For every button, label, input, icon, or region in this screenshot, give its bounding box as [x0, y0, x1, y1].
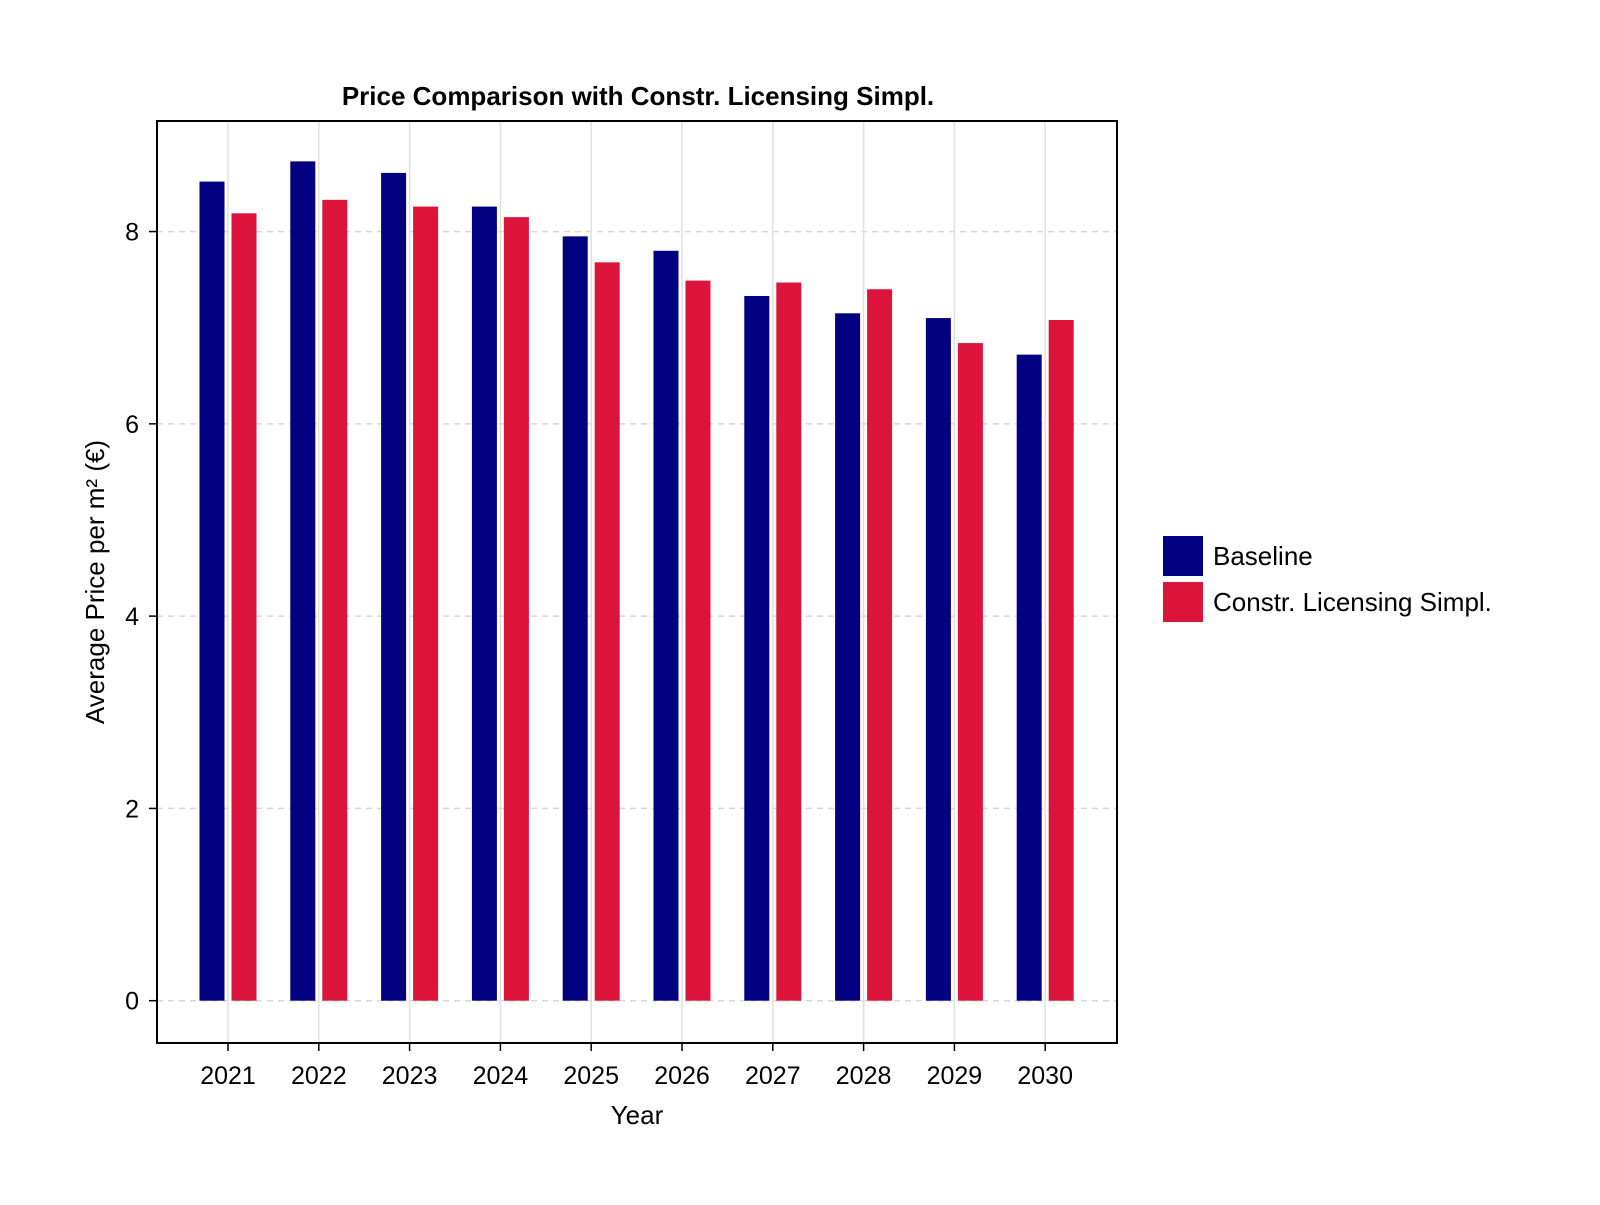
y-tick-label: 8: [125, 219, 139, 247]
x-tick-label: 2027: [745, 1062, 801, 1090]
bar-baseline-2030: [1016, 354, 1042, 1001]
bar-constr-licensing-simpl-2024: [503, 217, 529, 1001]
legend-label: Constr. Licensing Simpl.: [1213, 587, 1492, 617]
bar-constr-licensing-simpl-2027: [776, 282, 802, 1001]
bar-constr-licensing-simpl-2021: [231, 213, 257, 1001]
x-tick-label: 2021: [200, 1062, 256, 1090]
legend-swatch: [1163, 582, 1203, 622]
x-tick-label: 2024: [473, 1062, 529, 1090]
bars: [199, 161, 1074, 1001]
y-tick-label: 6: [125, 411, 139, 439]
x-tick-label: 2025: [563, 1062, 619, 1090]
y-tick-label: 2: [125, 795, 139, 823]
bar-baseline-2021: [199, 181, 225, 1001]
bar-constr-licensing-simpl-2029: [957, 343, 983, 1001]
bar-baseline-2022: [290, 161, 316, 1001]
x-tick-label: 2022: [291, 1062, 347, 1090]
grid: [157, 121, 1117, 1043]
y-tick-label: 4: [125, 603, 139, 631]
bar-baseline-2026: [653, 250, 679, 1001]
y-tick-label: 0: [125, 988, 139, 1016]
bar-baseline-2024: [471, 206, 497, 1001]
bar-constr-licensing-simpl-2030: [1048, 320, 1074, 1001]
chart-title: Price Comparison with Constr. Licensing …: [342, 81, 934, 111]
bar-baseline-2025: [562, 236, 588, 1001]
x-tick-label: 2028: [836, 1062, 892, 1090]
bar-constr-licensing-simpl-2023: [413, 206, 439, 1001]
bar-baseline-2023: [381, 172, 407, 1001]
bar-constr-licensing-simpl-2026: [685, 280, 711, 1001]
plot-frame: [156, 120, 1118, 1044]
bar-constr-licensing-simpl-2028: [867, 289, 893, 1001]
bar-constr-licensing-simpl-2022: [322, 199, 348, 1001]
x-tick-label: 2030: [1017, 1062, 1073, 1090]
legend-label: Baseline: [1213, 541, 1313, 571]
x-axis-label: Year: [611, 1100, 664, 1130]
x-tick-label: 2029: [927, 1062, 983, 1090]
axis-ticks: 0 2 4 6 8 2021 2022 2023 2024 2025 2026 2027 2028 202…: [125, 219, 1073, 1090]
bar-baseline-2027: [744, 295, 770, 1001]
x-tick-label: 2023: [382, 1062, 438, 1090]
bar-baseline-2028: [835, 313, 861, 1001]
y-axis-label: Average Price per m² (€): [80, 440, 110, 724]
legend: Baseline Constr. Licensing Simpl.: [1163, 536, 1492, 622]
bar-baseline-2029: [925, 318, 951, 1001]
bar-constr-licensing-simpl-2025: [594, 262, 620, 1001]
legend-swatch: [1163, 536, 1203, 576]
x-tick-label: 2026: [654, 1062, 710, 1090]
